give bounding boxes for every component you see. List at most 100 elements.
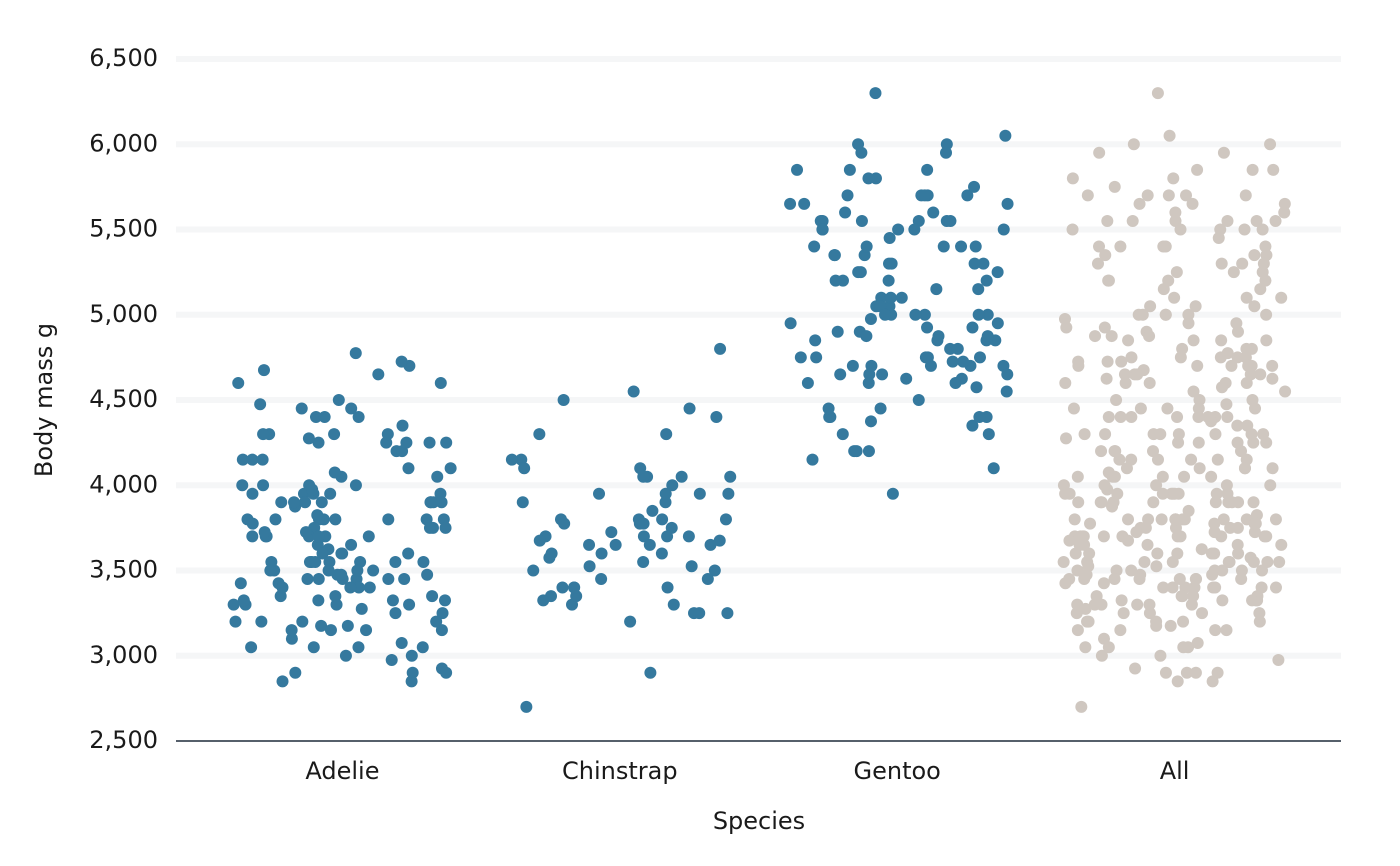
combined-point <box>1192 411 1205 424</box>
combined-point <box>1129 662 1142 675</box>
combined-point <box>1214 223 1227 236</box>
combined-point <box>1108 470 1121 483</box>
point <box>421 568 434 581</box>
combined-point <box>1266 372 1279 385</box>
point <box>352 641 365 654</box>
point <box>440 436 453 449</box>
point <box>605 526 618 539</box>
combined-point <box>1180 666 1193 679</box>
point <box>931 334 944 347</box>
combined-point <box>1063 534 1076 547</box>
point <box>285 632 298 645</box>
point <box>355 602 368 615</box>
y-tick-label: 5,500 <box>89 215 158 243</box>
point <box>289 666 302 679</box>
combined-point <box>1232 547 1245 560</box>
combined-point <box>1253 615 1266 628</box>
combined-point <box>1216 594 1229 607</box>
combined-point <box>1177 615 1190 628</box>
point <box>609 538 622 551</box>
point <box>232 376 245 389</box>
combined-point <box>1266 359 1279 372</box>
point <box>865 359 878 372</box>
point <box>295 402 308 415</box>
combined-point <box>1141 538 1154 551</box>
point <box>855 214 868 227</box>
combined-point <box>1174 351 1187 364</box>
point <box>951 342 964 355</box>
point <box>724 470 737 483</box>
point <box>879 308 892 321</box>
combined-point <box>1272 654 1285 667</box>
point <box>316 547 329 560</box>
point <box>683 402 696 415</box>
point <box>545 547 558 560</box>
point <box>852 138 865 151</box>
combined-point <box>1246 163 1259 176</box>
combined-point <box>1169 206 1182 219</box>
point <box>352 411 365 424</box>
point <box>829 274 842 287</box>
point <box>659 496 672 509</box>
point <box>634 462 647 475</box>
point <box>234 577 247 590</box>
point <box>362 530 375 543</box>
combined-point <box>1115 355 1128 368</box>
point <box>682 530 695 543</box>
point <box>227 598 240 611</box>
combined-point <box>1154 428 1167 441</box>
y-tick-label: 2,500 <box>89 726 158 754</box>
combined-point <box>1097 530 1110 543</box>
combined-point <box>1105 330 1118 343</box>
point <box>264 564 277 577</box>
combined-point <box>1131 598 1144 611</box>
point <box>660 428 673 441</box>
combined-point <box>1189 666 1202 679</box>
point <box>424 496 437 509</box>
point <box>946 355 959 368</box>
point <box>991 317 1004 330</box>
point <box>882 274 895 287</box>
combined-point <box>1125 411 1138 424</box>
point <box>806 453 819 466</box>
point <box>655 547 668 560</box>
point <box>968 180 981 193</box>
point <box>389 555 402 568</box>
combined-point <box>1119 376 1132 389</box>
point <box>656 513 669 526</box>
combined-point <box>1188 581 1201 594</box>
point <box>395 636 408 649</box>
point <box>846 359 859 372</box>
combined-point <box>1102 411 1115 424</box>
point <box>980 274 993 287</box>
combined-point <box>1166 555 1179 568</box>
point <box>300 526 313 539</box>
combined-point <box>1057 555 1070 568</box>
point <box>624 615 637 628</box>
combined-point <box>1215 257 1228 270</box>
combined-point <box>1162 189 1175 202</box>
combined-point <box>1101 355 1114 368</box>
combined-point <box>1247 496 1260 509</box>
combined-point <box>1133 197 1146 210</box>
y-tick-label: 4,500 <box>89 385 158 413</box>
combined-point <box>1185 453 1198 466</box>
point <box>229 615 242 628</box>
point <box>693 487 706 500</box>
point <box>719 513 732 526</box>
combined-point <box>1143 330 1156 343</box>
points <box>227 87 1292 713</box>
point <box>661 581 674 594</box>
combined-point <box>1191 359 1204 372</box>
point <box>886 487 899 500</box>
point <box>236 453 249 466</box>
combined-point <box>1182 317 1195 330</box>
point <box>417 555 430 568</box>
combined-point <box>1231 351 1244 364</box>
point <box>912 394 925 406</box>
point <box>981 330 994 343</box>
combined-point <box>1209 624 1222 637</box>
point <box>255 615 268 628</box>
point <box>701 573 714 586</box>
combined-point <box>1171 411 1184 424</box>
